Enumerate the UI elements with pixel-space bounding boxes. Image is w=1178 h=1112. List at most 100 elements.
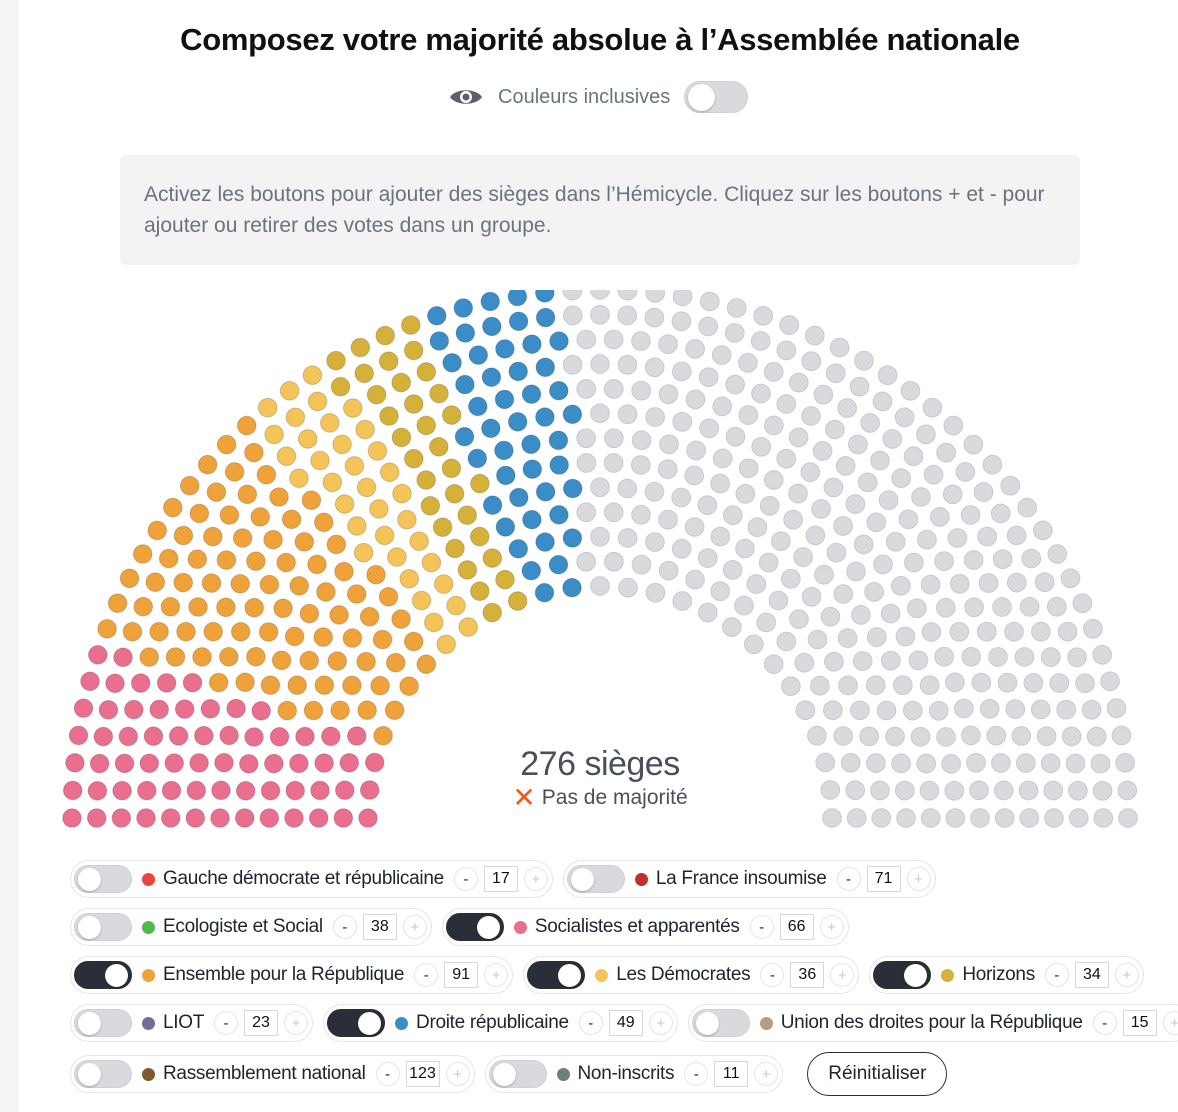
seat-dot	[308, 808, 329, 828]
group-toggle[interactable]	[873, 961, 932, 989]
seat-dot	[496, 465, 516, 486]
seat-dot	[771, 531, 791, 551]
seat-dot	[335, 780, 355, 801]
seat-dot	[494, 440, 514, 461]
seat-dot	[316, 582, 336, 602]
seat-dot	[986, 725, 1007, 746]
decrement-button[interactable]: -	[749, 915, 774, 939]
seat-dot	[179, 475, 200, 496]
seat-dot	[271, 650, 292, 671]
seat-dot	[685, 569, 705, 590]
increment-button[interactable]: +	[1162, 1011, 1178, 1035]
inclusive-colors-toggle[interactable]	[684, 81, 749, 113]
increment-button[interactable]: +	[484, 963, 509, 987]
seat-dot	[631, 380, 652, 401]
increment-button[interactable]: +	[754, 1062, 779, 1086]
seat-dot	[917, 529, 937, 550]
seat-dot	[535, 532, 555, 552]
seat-dot	[521, 384, 542, 404]
decrement-button[interactable]: -	[375, 1062, 400, 1086]
group-color-dot	[595, 968, 609, 982]
decrement-button[interactable]: -	[332, 915, 357, 939]
group-toggle[interactable]	[74, 913, 132, 941]
group-toggle[interactable]	[74, 1060, 132, 1088]
increment-button[interactable]: +	[819, 915, 844, 939]
inclusive-colors-control: Couleurs inclusives	[448, 80, 749, 114]
seat-dot	[590, 576, 610, 596]
seat-dot	[357, 700, 377, 721]
increment-button[interactable]: +	[523, 867, 548, 891]
seat-dot	[384, 700, 405, 721]
seat-dot	[686, 440, 706, 461]
group-toggle[interactable]	[527, 961, 586, 989]
increment-button[interactable]: +	[648, 1011, 673, 1035]
group-toggle[interactable]	[445, 913, 504, 941]
group-toggle[interactable]	[74, 961, 132, 989]
seat-dot	[800, 462, 821, 482]
seat-dot	[118, 726, 139, 747]
seat-dot	[192, 647, 212, 667]
decrement-button[interactable]: -	[578, 1011, 603, 1035]
toggle-knob	[492, 1063, 516, 1086]
seat-dot	[276, 552, 296, 573]
reset-button[interactable]: Réinitialiser	[807, 1052, 948, 1096]
toggle-knob	[105, 964, 128, 987]
seat-dot	[966, 752, 986, 773]
seat-dot	[416, 654, 437, 675]
increment-button[interactable]: +	[830, 963, 855, 987]
seat-dot	[521, 560, 542, 581]
seat-dot	[837, 398, 858, 418]
group-toggle[interactable]	[74, 865, 132, 893]
seat-dot	[603, 453, 624, 473]
seat-dot	[711, 345, 732, 365]
seat-dot	[453, 298, 474, 318]
seat-dot	[631, 505, 651, 525]
seat-dot	[876, 700, 897, 721]
seat-dot	[920, 808, 941, 828]
seat-dot	[429, 383, 449, 404]
seat-dot	[882, 429, 903, 449]
decrement-button[interactable]: -	[684, 1062, 709, 1086]
seat-dot	[1033, 520, 1053, 541]
seat-dot	[746, 574, 767, 594]
group-toggle[interactable]	[327, 1009, 386, 1037]
seat-dot	[1031, 699, 1051, 720]
seat-dot	[807, 725, 827, 746]
seat-dot	[62, 780, 83, 801]
seat-dot	[244, 442, 264, 463]
seat-dot	[173, 572, 193, 593]
seat-dot	[783, 509, 803, 530]
decrement-button[interactable]: -	[836, 867, 861, 891]
group-toggle[interactable]	[488, 1060, 547, 1088]
seat-dot	[507, 290, 528, 307]
seat-dot	[961, 725, 981, 746]
increment-button[interactable]: +	[1114, 963, 1139, 987]
increment-button[interactable]: +	[284, 1011, 309, 1035]
seat-dot	[322, 472, 343, 493]
increment-button[interactable]: +	[445, 1062, 470, 1086]
group-toggle[interactable]	[74, 1009, 132, 1037]
decrement-button[interactable]: -	[1092, 1011, 1117, 1035]
decrement-button[interactable]: -	[414, 963, 439, 987]
seat-dot	[963, 550, 984, 570]
seat-dot	[916, 753, 937, 774]
seat-dot	[870, 780, 890, 801]
seat-dot	[631, 554, 652, 575]
seat-dot	[738, 353, 758, 373]
seat-count-value: 11	[714, 1061, 749, 1087]
group-toggle[interactable]	[691, 1009, 750, 1037]
increment-button[interactable]: +	[402, 915, 427, 939]
decrement-button[interactable]: -	[453, 867, 478, 891]
cross-icon: ✕	[512, 782, 536, 813]
seat-dot	[671, 538, 692, 559]
group-toggle[interactable]	[566, 865, 625, 893]
decrement-button[interactable]: -	[214, 1011, 239, 1035]
decrement-button[interactable]: -	[760, 963, 785, 987]
seat-dot	[342, 675, 362, 696]
seat-dot	[1019, 597, 1040, 617]
decrement-button[interactable]: -	[1044, 963, 1069, 987]
increment-button[interactable]: +	[906, 867, 931, 891]
seat-dot	[723, 505, 743, 525]
seat-dot	[378, 587, 399, 607]
seat-dot	[1117, 780, 1138, 801]
